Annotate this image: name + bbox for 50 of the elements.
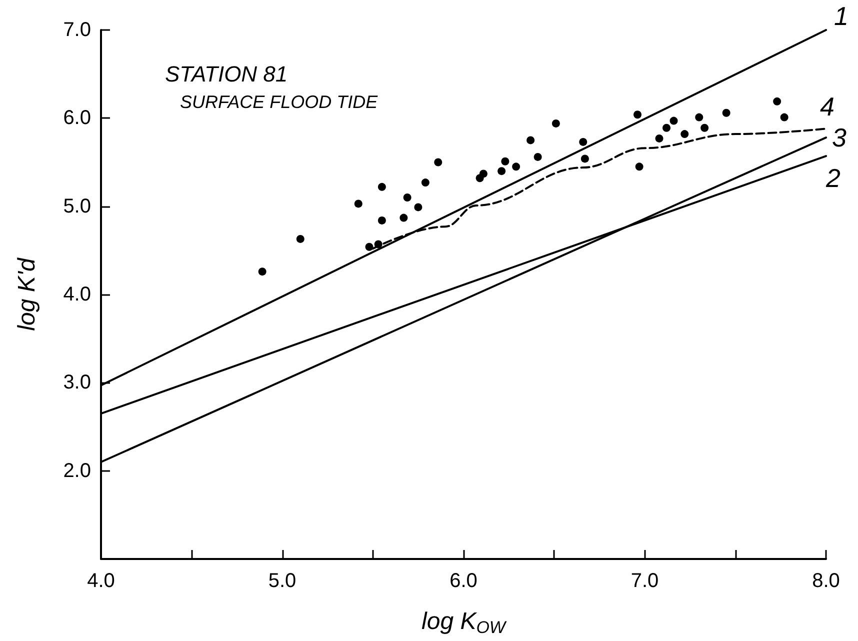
x-tick-label: 5.0 — [268, 570, 296, 592]
point — [512, 162, 520, 171]
point — [374, 240, 382, 248]
y-tick-label: 3.0 — [63, 372, 91, 394]
point — [700, 124, 709, 132]
point — [526, 136, 535, 144]
point — [498, 167, 506, 176]
point — [296, 234, 304, 243]
y-tick-label: 5.0 — [63, 195, 91, 218]
point — [403, 194, 412, 202]
point — [580, 154, 589, 163]
point — [552, 119, 560, 128]
point — [354, 200, 362, 208]
point — [773, 97, 782, 106]
point — [780, 113, 788, 122]
point — [365, 242, 374, 251]
y-tick-label: 4.0 — [63, 284, 91, 306]
x-tick-label: 7.0 — [630, 570, 659, 592]
y-tick-label: 2.0 — [63, 460, 91, 482]
point — [722, 108, 730, 117]
point — [479, 170, 488, 178]
series-label: 3 — [832, 122, 847, 153]
x-tick-label: 6.0 — [450, 570, 478, 592]
point — [414, 203, 422, 212]
point — [670, 116, 678, 125]
x-tick-label: 4.0 — [87, 570, 115, 592]
point — [400, 214, 408, 222]
y-axis-title: log K'd — [14, 258, 40, 331]
point — [695, 113, 704, 122]
point — [434, 158, 442, 166]
x-tick-label: 8.0 — [812, 570, 840, 592]
point — [579, 138, 588, 146]
y-tick-label: 6.0 — [63, 107, 91, 130]
text: SURFACE FLOOD TIDE — [180, 92, 379, 112]
point — [534, 152, 542, 161]
point — [258, 268, 266, 276]
point — [680, 130, 689, 138]
series-label: 1 — [834, 1, 848, 31]
point — [421, 178, 430, 187]
point — [655, 134, 664, 142]
point — [378, 216, 386, 224]
point — [662, 124, 670, 132]
series-label: 4 — [820, 92, 834, 122]
point — [378, 182, 386, 191]
point — [634, 110, 642, 119]
y-tick-label: 7.0 — [63, 19, 91, 41]
series-label: 2 — [825, 163, 841, 194]
text: STATION 81 — [165, 62, 288, 86]
point — [635, 162, 644, 171]
point — [501, 157, 510, 166]
